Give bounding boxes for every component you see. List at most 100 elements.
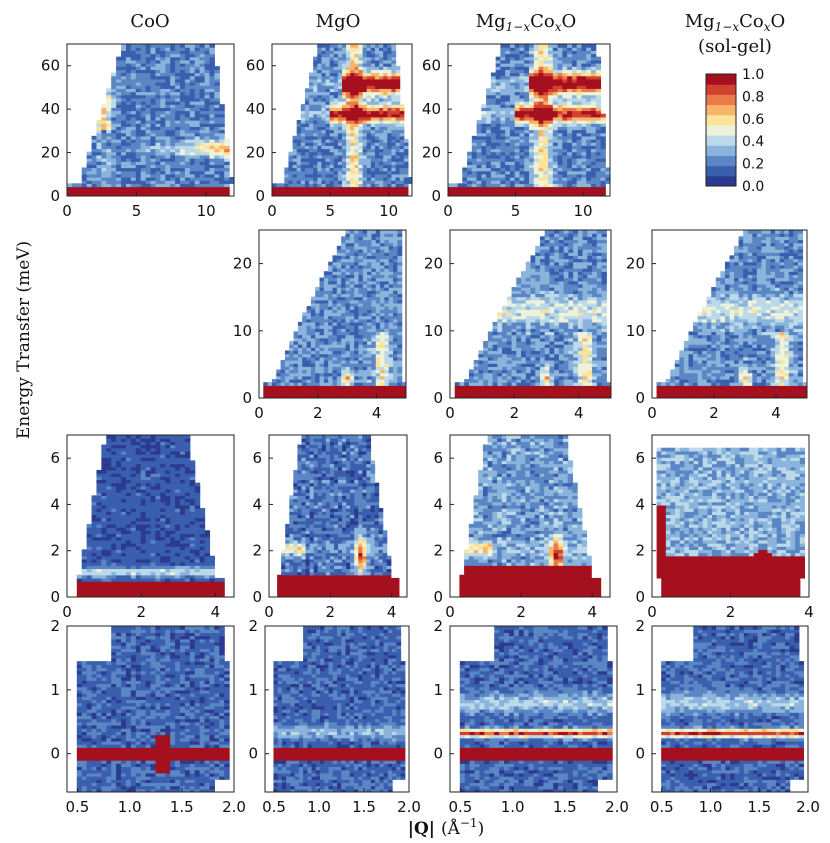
- heatmap-cell: [586, 170, 592, 175]
- heatmap-cell: [323, 302, 329, 307]
- heatmap-cell: [302, 334, 308, 339]
- heatmap-cell: [529, 97, 535, 102]
- heatmap-cell: [576, 154, 583, 159]
- heatmap-cell: [354, 378, 360, 383]
- heatmap-cell: [388, 268, 394, 272]
- heatmap-cell: [490, 107, 497, 112]
- heatmap-cell: [590, 72, 597, 77]
- heatmap-cell: [214, 129, 220, 134]
- heatmap-cell: [214, 161, 220, 165]
- heatmap-cell: [362, 189, 368, 194]
- heatmap-cell: [125, 167, 132, 172]
- heatmap-cell: [328, 283, 334, 288]
- heatmap-cell: [345, 334, 351, 339]
- heatmap-cell: [106, 192, 112, 196]
- heatmap-cell: [140, 66, 147, 70]
- heatmap-cell: [354, 334, 360, 339]
- heatmap-cell: [111, 94, 117, 99]
- heatmap-cell: [393, 359, 398, 364]
- heatmap-cell: [341, 274, 347, 279]
- heatmap-cell: [397, 258, 403, 263]
- heatmap-cell: [297, 394, 303, 398]
- heatmap-cell: [309, 126, 314, 131]
- heatmap-cell: [354, 290, 360, 294]
- heatmap-cell: [388, 277, 394, 282]
- heatmap-cell: [317, 180, 323, 184]
- heatmap-cell: [576, 123, 583, 127]
- heatmap-cell: [533, 145, 540, 150]
- heatmap-cell: [116, 148, 122, 153]
- heatmap-cell: [130, 50, 137, 55]
- heatmap-cell: [393, 363, 398, 367]
- y-tick-label: 60: [422, 57, 441, 75]
- heatmap-cell: [471, 192, 478, 196]
- heatmap-cell: [380, 283, 385, 288]
- heatmap-cell: [329, 82, 335, 86]
- heatmap-cell: [490, 161, 497, 165]
- heatmap-cell: [289, 359, 295, 364]
- heatmap-cell: [219, 113, 225, 118]
- heatmap-cell: [362, 306, 368, 310]
- heatmap-cell: [383, 78, 388, 83]
- heatmap-cell: [387, 110, 393, 115]
- x-tick-label: 5: [132, 202, 142, 220]
- heatmap-cell: [121, 145, 127, 150]
- heatmap-cell: [194, 132, 201, 137]
- heatmap-cell: [509, 72, 516, 77]
- heatmap-cell: [354, 139, 360, 143]
- heatmap-cell: [605, 173, 610, 178]
- heatmap-cell: [224, 170, 230, 175]
- heatmap-cell: [194, 56, 201, 61]
- heatmap-cell: [505, 139, 511, 143]
- heatmap-cell: [342, 154, 347, 159]
- heatmap-cell: [362, 59, 368, 64]
- heatmap-cell: [391, 88, 397, 93]
- heatmap-cell: [388, 274, 394, 279]
- heatmap-cell: [130, 97, 137, 102]
- heatmap-cell: [150, 142, 157, 146]
- heatmap-cell: [393, 334, 398, 339]
- heatmap-cell: [538, 66, 544, 70]
- heatmap-cell: [272, 189, 277, 194]
- heatmap-cell: [380, 391, 385, 396]
- heatmap-cell: [354, 94, 360, 99]
- heatmap-cell: [313, 97, 318, 102]
- heatmap-cell: [576, 78, 583, 83]
- heatmap-cell: [490, 123, 497, 127]
- heatmap-cell: [576, 104, 583, 108]
- heatmap-cell: [562, 177, 568, 181]
- heatmap-cell: [370, 139, 376, 143]
- heatmap-cell: [595, 126, 602, 131]
- heatmap-cell: [349, 369, 355, 374]
- heatmap-cell: [323, 359, 329, 364]
- heatmap-cell: [214, 151, 220, 156]
- heatmap-cell: [600, 183, 606, 188]
- heatmap-cell: [302, 325, 308, 329]
- heatmap-cell: [538, 123, 544, 127]
- heatmap-cell: [302, 312, 308, 317]
- heatmap-cell: [319, 344, 325, 348]
- colorbar-swatch: [706, 114, 736, 126]
- heatmap-cell: [362, 107, 368, 112]
- heatmap-cell: [362, 104, 368, 108]
- heatmap-cell: [209, 123, 215, 127]
- heatmap-cell: [300, 180, 306, 184]
- heatmap-cell: [380, 334, 385, 339]
- heatmap-cell: [505, 94, 511, 99]
- heatmap-cell: [354, 56, 360, 61]
- heatmap-cell: [395, 85, 401, 89]
- heatmap-cell: [354, 151, 360, 156]
- heatmap-cell: [514, 91, 521, 96]
- heatmap-cell: [333, 148, 339, 153]
- heatmap-cell: [135, 113, 142, 118]
- heatmap-cell: [366, 53, 372, 58]
- colorbar: 1.00.80.60.40.20.0: [705, 67, 764, 195]
- heatmap-cell: [125, 189, 132, 194]
- heatmap-cell: [328, 306, 334, 310]
- heatmap-cell: [342, 177, 347, 181]
- heatmap-cell: [393, 385, 398, 390]
- heatmap-cell: [576, 129, 583, 134]
- heatmap-cell: [557, 154, 563, 159]
- heatmap-cell: [111, 104, 117, 108]
- heatmap-cell: [304, 107, 310, 112]
